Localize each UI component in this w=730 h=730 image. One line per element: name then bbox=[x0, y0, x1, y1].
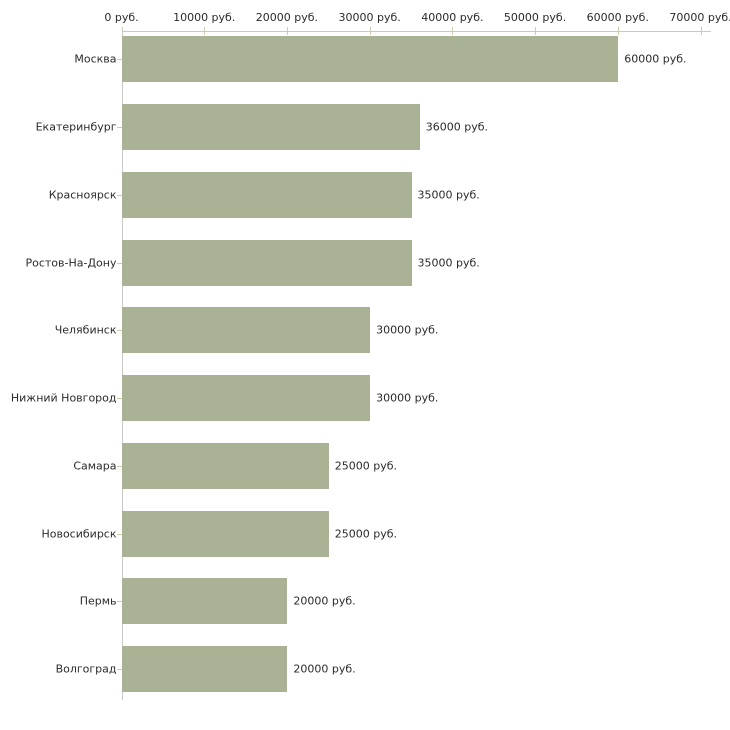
category-tick-mark bbox=[116, 398, 122, 400]
bar-1 bbox=[122, 104, 420, 151]
x-axis-tick-label: 0 руб. bbox=[104, 11, 139, 24]
category-label: Екатеринбург bbox=[35, 120, 117, 134]
value-label: 30000 руб. bbox=[376, 323, 439, 337]
category-tick-mark bbox=[116, 59, 122, 61]
value-label: 20000 руб. bbox=[293, 594, 356, 608]
category-label: Челябинск bbox=[54, 323, 117, 337]
bar-5 bbox=[122, 375, 371, 422]
category-label: Красноярск bbox=[48, 188, 117, 202]
x-axis-tick-label: 60000 руб. bbox=[586, 11, 649, 24]
value-label: 36000 руб. bbox=[425, 120, 489, 134]
bar-8 bbox=[122, 578, 288, 625]
value-label: 60000 руб. bbox=[624, 52, 687, 66]
category-tick-mark bbox=[116, 465, 122, 467]
x-axis-tick-label: 10000 руб. bbox=[173, 11, 236, 24]
bar-4 bbox=[122, 307, 371, 354]
category-tick-mark bbox=[116, 262, 122, 264]
category-label: Новосибирск bbox=[41, 527, 117, 541]
bar-2 bbox=[122, 171, 412, 218]
x-axis-tick-label: 50000 руб. bbox=[503, 11, 567, 24]
category-label: Москва bbox=[74, 52, 117, 66]
category-tick-mark bbox=[116, 533, 122, 535]
bar-7 bbox=[122, 510, 329, 557]
x-axis-tick-label: 30000 руб. bbox=[338, 11, 401, 24]
value-label: 35000 руб. bbox=[417, 188, 480, 202]
category-tick-mark bbox=[116, 127, 122, 129]
value-label: 35000 руб. bbox=[417, 256, 480, 270]
category-label: Нижний Новгород bbox=[10, 391, 117, 405]
bar-9 bbox=[122, 646, 288, 693]
y-axis-line bbox=[121, 31, 123, 700]
value-label: 30000 руб. bbox=[376, 391, 439, 405]
value-label: 20000 руб. bbox=[293, 662, 356, 676]
category-label: Самара bbox=[73, 459, 117, 473]
category-tick-mark bbox=[116, 669, 122, 671]
category-tick-mark bbox=[116, 194, 122, 196]
bar-6 bbox=[122, 442, 329, 489]
x-axis-tick-label: 70000 руб. bbox=[669, 11, 730, 24]
category-label: Ростов-На-Дону bbox=[25, 256, 117, 270]
bar-3 bbox=[122, 239, 412, 286]
category-label: Волгоград bbox=[55, 662, 117, 676]
x-axis-line bbox=[121, 31, 711, 32]
bar-0 bbox=[122, 36, 619, 83]
value-label: 25000 руб. bbox=[334, 527, 398, 541]
category-label: Пермь bbox=[79, 594, 117, 608]
x-axis-tick-label: 20000 руб. bbox=[255, 11, 319, 24]
category-tick-mark bbox=[116, 330, 122, 332]
category-tick-mark bbox=[116, 601, 122, 603]
value-label: 25000 руб. bbox=[334, 459, 398, 473]
x-axis-tick-label: 40000 руб. bbox=[421, 11, 484, 24]
